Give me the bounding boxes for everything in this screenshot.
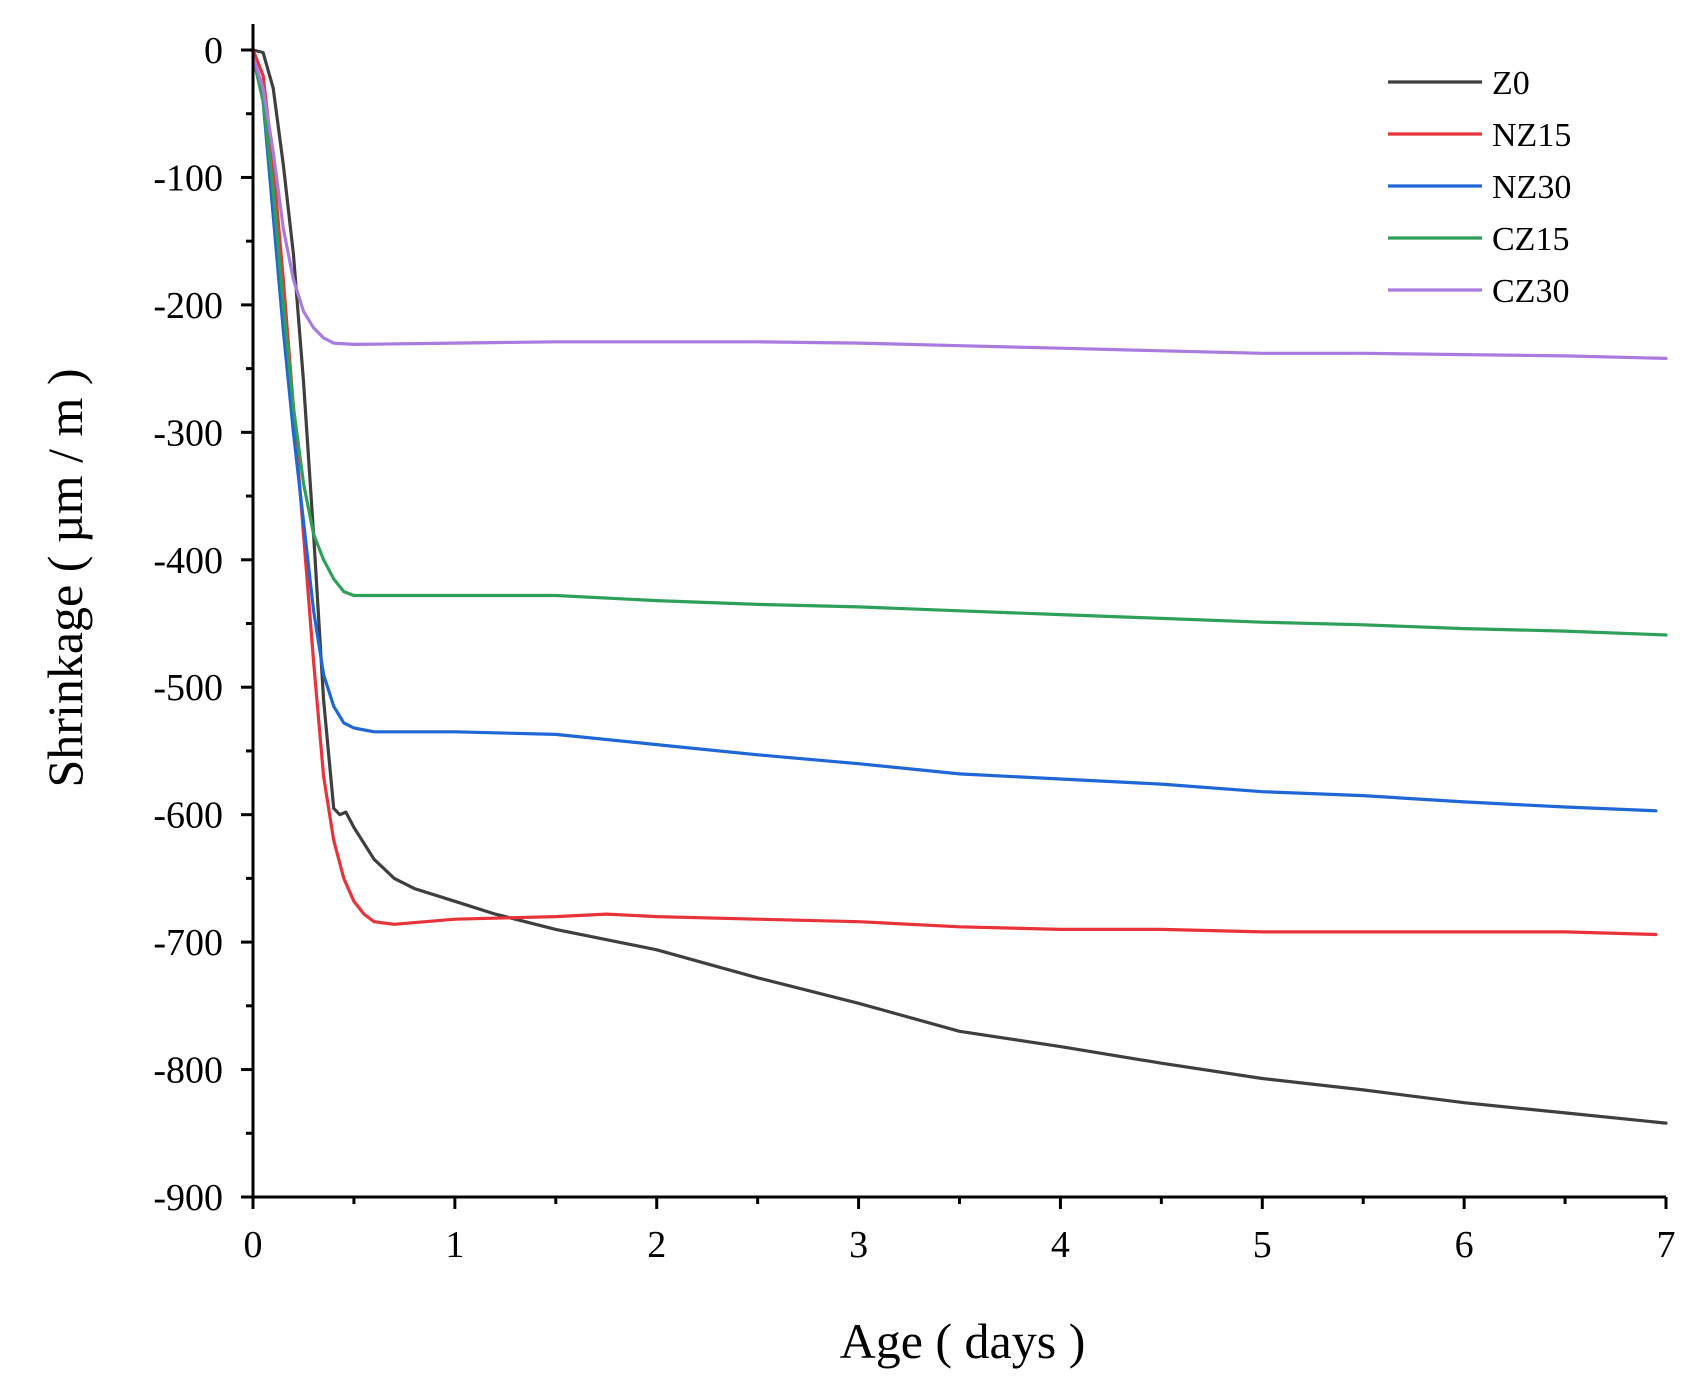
y-tick-label: -100	[153, 157, 223, 199]
series-group	[251, 48, 1668, 1125]
x-tick-label: 4	[1051, 1224, 1070, 1266]
y-tick-label: -300	[153, 412, 223, 454]
x-tick-label: 1	[445, 1224, 464, 1266]
legend: Z0 NZ15 NZ30 CZ15 CZ30	[1388, 65, 1571, 310]
legend-label-z0: Z0	[1492, 65, 1530, 102]
legend-label-nz15: NZ15	[1492, 117, 1571, 154]
series-line-cz30	[251, 54, 1668, 360]
y-tick-label: -500	[153, 667, 223, 709]
x-tick-label: 6	[1455, 1224, 1474, 1266]
y-tick-label: -600	[153, 795, 223, 837]
x-axis-title: Age ( days )	[840, 1313, 1086, 1369]
legend-label-cz15: CZ15	[1492, 221, 1569, 258]
x-tick-label: 7	[1657, 1224, 1676, 1266]
x-tick-label: 0	[244, 1224, 263, 1266]
x-tick-label: 3	[849, 1224, 868, 1266]
axes: 0 1 2 3 4 5 6 7 0 -100 -200 -300 -400 -500 -600 -700 -80…	[153, 24, 1676, 1266]
y-tick-label: -200	[153, 285, 223, 327]
legend-label-cz30: CZ30	[1492, 273, 1569, 310]
x-tick-label: 2	[647, 1224, 666, 1266]
y-axis-title: Shrinkage ( µm / m )	[37, 368, 93, 787]
y-tick-label: -400	[153, 540, 223, 582]
y-tick-label: -900	[153, 1177, 223, 1219]
series-line-z0	[251, 48, 1668, 1125]
x-tick-label: 5	[1253, 1224, 1272, 1266]
series-line-cz15	[251, 54, 1668, 637]
y-tick-label: -700	[153, 922, 223, 964]
y-tick-label: -800	[153, 1050, 223, 1092]
series-line-nz30	[251, 54, 1658, 813]
y-tick-label: 0	[204, 30, 223, 72]
legend-label-nz30: NZ30	[1492, 169, 1571, 206]
